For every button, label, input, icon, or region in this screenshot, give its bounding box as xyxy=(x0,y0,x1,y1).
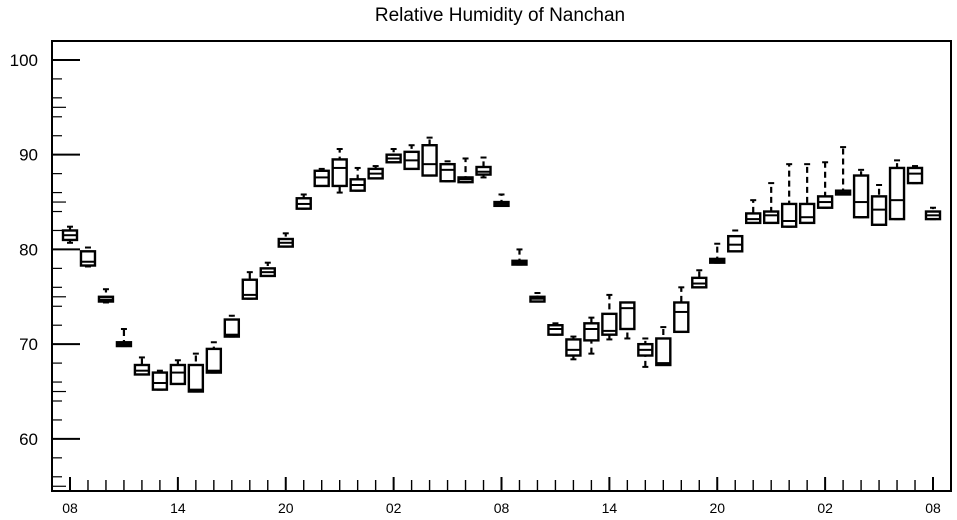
box-body xyxy=(439,162,456,183)
box-body xyxy=(565,338,582,357)
box-body xyxy=(331,158,348,188)
box-mark xyxy=(745,199,762,225)
box-body xyxy=(798,202,816,225)
chart-title: Relative Humidity of Nanchan xyxy=(375,5,625,26)
box-mark xyxy=(79,246,97,268)
y-tick-label: 70 xyxy=(19,335,38,354)
box-mark xyxy=(798,163,816,225)
box-mark xyxy=(493,193,510,208)
box-mark xyxy=(277,232,294,248)
box-mark xyxy=(313,167,330,188)
box-mark xyxy=(780,163,798,228)
box-mark xyxy=(133,356,151,376)
box-mark xyxy=(529,292,546,303)
box-mark xyxy=(439,160,456,183)
box-mark xyxy=(906,165,924,185)
x-tick-label: 08 xyxy=(494,500,510,516)
box-mark xyxy=(385,148,402,164)
box-mark xyxy=(205,341,223,374)
box-body xyxy=(169,363,187,386)
x-tick-label: 14 xyxy=(170,500,186,516)
box-mark xyxy=(547,322,564,336)
box-mark xyxy=(565,335,582,361)
x-tick-label: 14 xyxy=(602,500,618,516)
box-mark xyxy=(727,229,744,253)
box-mark xyxy=(187,352,205,393)
box-body xyxy=(888,166,906,221)
box-body xyxy=(655,337,672,367)
box-mark xyxy=(601,293,618,341)
box-mark xyxy=(709,242,726,264)
box-series xyxy=(61,136,942,393)
box-body xyxy=(852,174,870,219)
box-mark xyxy=(115,328,133,348)
box-mark xyxy=(349,166,366,192)
box-body xyxy=(205,347,223,374)
box-body xyxy=(619,301,636,331)
y-axis: 60 70 80 90 100 xyxy=(10,51,80,487)
box-mark xyxy=(583,316,600,355)
box-mark xyxy=(816,161,834,209)
box-mark xyxy=(619,301,636,340)
y-tick-label: 60 xyxy=(19,430,38,449)
box-mark xyxy=(852,168,870,219)
box-body xyxy=(151,371,169,391)
plot-frame xyxy=(51,40,952,492)
x-tick-label: 20 xyxy=(278,500,294,516)
x-tick-label: 08 xyxy=(62,500,78,516)
box-mark xyxy=(834,146,852,196)
box-mark xyxy=(421,136,438,177)
box-mark xyxy=(762,182,780,225)
x-tick-label: 02 xyxy=(817,500,833,516)
box-mark xyxy=(151,369,169,391)
box-body xyxy=(906,166,924,185)
x-tick-label: 20 xyxy=(709,500,725,516)
box-mark xyxy=(475,156,492,179)
x-tick-label: 02 xyxy=(386,500,402,516)
box-mark xyxy=(61,225,79,244)
y-tick-label: 100 xyxy=(10,51,38,70)
box-mark xyxy=(367,165,384,180)
box-body xyxy=(79,250,97,267)
box-mark xyxy=(241,271,258,300)
box-body xyxy=(421,144,438,177)
box-mark xyxy=(637,337,654,368)
box-mark xyxy=(403,144,420,171)
box-body xyxy=(673,301,690,334)
box-mark xyxy=(673,286,690,334)
box-body xyxy=(780,202,798,228)
box-mark xyxy=(924,206,942,221)
x-axis: 08 14 20 02 08 14 20 02 08 xyxy=(62,477,941,516)
box-mark xyxy=(655,326,672,367)
box-mark xyxy=(295,193,312,210)
box-mark xyxy=(870,184,888,226)
box-mark xyxy=(331,148,348,194)
box-mark xyxy=(888,159,906,221)
box-body xyxy=(583,322,600,342)
box-mark xyxy=(259,261,276,278)
box-body xyxy=(601,312,618,336)
box-mark xyxy=(169,359,187,386)
box-mark xyxy=(97,288,115,304)
box-mark xyxy=(223,314,241,338)
box-mark xyxy=(511,248,528,266)
box-mark xyxy=(457,157,474,184)
y-tick-label: 90 xyxy=(19,146,38,165)
box-body xyxy=(223,318,241,338)
box-body xyxy=(187,363,205,393)
box-body xyxy=(762,210,780,225)
box-mark xyxy=(691,269,708,289)
y-tick-label: 80 xyxy=(19,240,38,259)
x-tick-label: 08 xyxy=(925,500,941,516)
